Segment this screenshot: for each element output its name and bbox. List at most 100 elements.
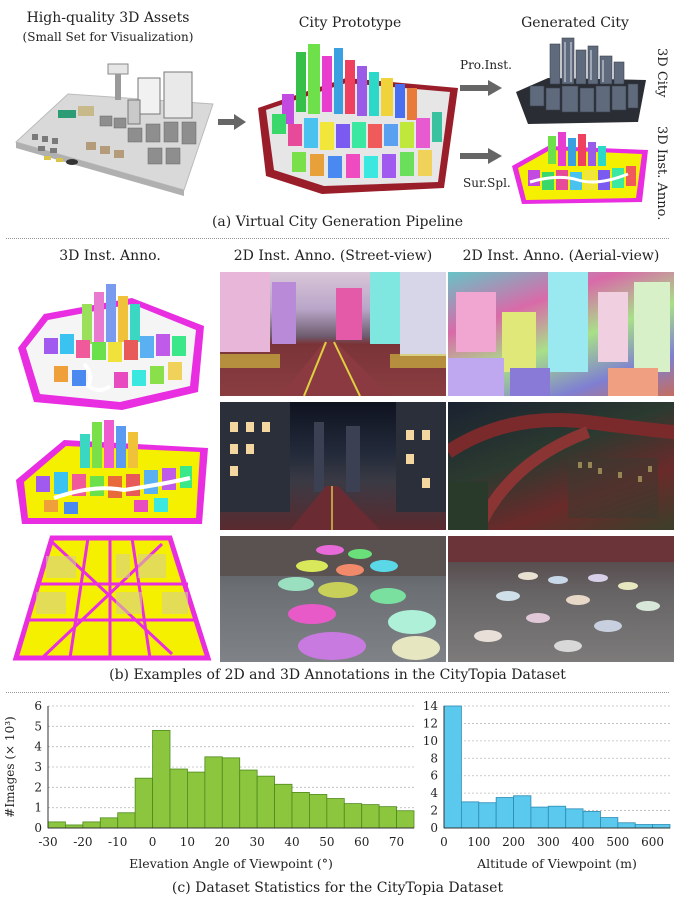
generated-3d-inst-anno-image	[512, 132, 648, 204]
histogram-bar	[204, 756, 223, 829]
y-tick-label: 10	[423, 734, 438, 748]
generated-3d-city-image	[516, 37, 646, 124]
y-tick-label: 1	[34, 801, 42, 815]
histogram-bar	[187, 771, 206, 829]
histogram-bar	[134, 777, 153, 829]
elevation-histogram: 0 1 2 3 4 5 6 -30 -20 -10 0 10 20 30 40 50 60 70 Elevation…	[3, 699, 415, 871]
y-tick-label: 12	[423, 716, 438, 730]
histogram-bar	[513, 795, 532, 829]
x-tick-label: 50	[319, 835, 334, 849]
histogram-bar	[478, 802, 497, 829]
arrow-sur-spl	[460, 148, 502, 164]
x-tick-label: 400	[572, 835, 595, 849]
y-tick-label: 4	[34, 740, 42, 754]
y-tick-label: 6	[34, 699, 42, 713]
y-tick-label: 14	[423, 699, 439, 713]
anno-3d-image-2	[16, 420, 208, 524]
street-view-image-2	[220, 402, 446, 530]
x-axis-label: Altitude of Viewpoint (m)	[476, 856, 637, 871]
y-tick-label: 5	[34, 719, 42, 733]
prototype-title: City Prototype	[298, 15, 402, 31]
histogram-bar	[495, 797, 514, 829]
aerial-view-image-2	[448, 402, 674, 530]
divider-2	[6, 692, 669, 693]
pro-inst-label: Pro.Inst.	[460, 58, 512, 72]
x-tick-label: 20	[215, 835, 230, 849]
assets-subtitle: (Small Set for Visualization)	[22, 30, 194, 44]
x-tick-label: 0	[149, 835, 157, 849]
y-tick-label: 6	[430, 769, 438, 783]
aerial-view-image-1	[448, 272, 674, 396]
histogram-bar	[239, 769, 258, 829]
street-view-image-3	[220, 536, 446, 662]
x-tick-label: 30	[250, 835, 265, 849]
x-tick-label: -20	[73, 835, 92, 849]
assets-title: High-quality 3D Assets	[26, 10, 190, 26]
city-prototype-image	[258, 44, 458, 194]
histogram-bar	[82, 821, 101, 829]
col-header-street: 2D Inst. Anno. (Street-view)	[233, 248, 433, 264]
inst-anno-3d-label: 3D Inst. Anno.	[654, 126, 669, 221]
aerial-view-image-3	[448, 536, 674, 662]
x-tick-label: 70	[389, 835, 404, 849]
x-tick-label: 0	[440, 835, 448, 849]
x-tick-label: 10	[180, 835, 195, 849]
sur-spl-label: Sur.Spl.	[463, 176, 511, 190]
histogram-bar	[547, 805, 567, 829]
histogram-bar	[99, 817, 119, 829]
histogram-bar	[47, 821, 66, 829]
histogram-bar	[343, 803, 363, 829]
x-tick-label: 600	[641, 835, 664, 849]
anno-3d-image-3	[12, 535, 212, 661]
x-tick-label: -10	[108, 835, 127, 849]
x-axis-label: Elevation Angle of Viewpoint (°)	[129, 856, 333, 871]
histogram-bar	[309, 794, 328, 829]
histogram-bar	[396, 810, 415, 829]
histogram-bar	[530, 806, 549, 829]
generated-title: Generated City	[521, 15, 629, 31]
y-tick-label: 2	[430, 804, 438, 818]
caption-c: (c) Dataset Statistics for the CityTopia…	[171, 880, 504, 896]
y-tick-label: 0	[430, 821, 438, 835]
caption-b: (b) Examples of 2D and 3D Annotations in…	[109, 667, 566, 683]
col-header-3d: 3D Inst. Anno.	[59, 248, 161, 264]
altitude-histogram: 0 2 4 6 8 10 12 14 0 100 200 300 400 500 600 Altitude o…	[423, 699, 671, 871]
histogram-bar	[600, 817, 619, 829]
x-tick-label: 200	[502, 835, 525, 849]
x-tick-label: 40	[284, 835, 299, 849]
y-tick-label: 4	[430, 786, 438, 800]
histogram-bar	[378, 806, 397, 829]
divider-1	[6, 238, 669, 239]
histogram-bar	[652, 824, 671, 829]
histogram-bar	[443, 705, 462, 829]
histogram-bar	[361, 804, 380, 829]
arrow-to-prototype	[218, 114, 246, 130]
city-3d-label: 3D City	[654, 48, 669, 98]
y-tick-label: 0	[34, 821, 42, 835]
col-header-aerial: 2D Inst. Anno. (Aerial-view)	[462, 248, 660, 264]
histogram-bar	[326, 798, 345, 829]
histogram-bar	[221, 757, 241, 829]
histogram-bar	[117, 812, 136, 829]
histogram-bar	[565, 808, 584, 829]
x-tick-label: 300	[537, 835, 560, 849]
histogram-bar	[582, 811, 601, 829]
histogram-bar	[256, 775, 275, 829]
x-tick-label: 500	[606, 835, 629, 849]
histogram-bar	[169, 768, 188, 829]
assets-board-image	[15, 63, 214, 196]
histogram-bar	[152, 730, 171, 829]
y-tick-label: 2	[34, 780, 42, 794]
histogram-bar	[617, 822, 636, 829]
histogram-bar	[634, 824, 654, 829]
histogram-bar	[460, 801, 480, 829]
x-tick-label: 60	[354, 835, 369, 849]
x-tick-label: 100	[467, 835, 490, 849]
x-tick-label: -30	[38, 835, 57, 849]
histogram-bar	[274, 783, 293, 829]
caption-a: (a) Virtual City Generation Pipeline	[211, 214, 464, 230]
y-tick-label: 8	[430, 751, 438, 765]
anno-3d-image-1	[18, 284, 204, 410]
y-tick-label: 3	[34, 760, 42, 774]
arrow-pro-inst	[460, 80, 502, 96]
